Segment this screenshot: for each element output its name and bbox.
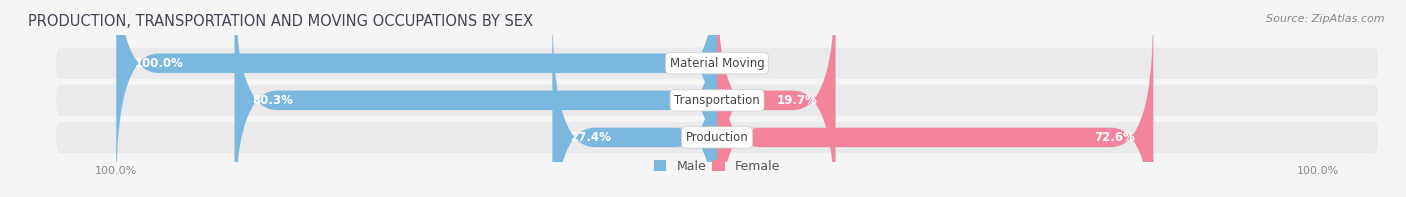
FancyBboxPatch shape [56,122,1378,153]
FancyBboxPatch shape [56,48,1378,79]
Legend: Male, Female: Male, Female [650,155,785,178]
Text: 27.4%: 27.4% [571,131,612,144]
FancyBboxPatch shape [235,0,717,197]
Text: 72.6%: 72.6% [1094,131,1135,144]
Text: Material Moving: Material Moving [669,57,765,70]
Text: Transportation: Transportation [675,94,759,107]
Text: Production: Production [686,131,748,144]
FancyBboxPatch shape [117,0,717,183]
FancyBboxPatch shape [235,0,835,197]
Text: PRODUCTION, TRANSPORTATION AND MOVING OCCUPATIONS BY SEX: PRODUCTION, TRANSPORTATION AND MOVING OC… [28,14,533,29]
Text: 80.3%: 80.3% [253,94,294,107]
FancyBboxPatch shape [717,17,1153,197]
FancyBboxPatch shape [117,0,717,183]
FancyBboxPatch shape [553,17,717,197]
FancyBboxPatch shape [717,0,835,197]
Text: 19.7%: 19.7% [776,94,817,107]
FancyBboxPatch shape [56,85,1378,116]
FancyBboxPatch shape [553,17,1153,197]
Text: 0.0%: 0.0% [730,57,759,70]
Text: Source: ZipAtlas.com: Source: ZipAtlas.com [1267,14,1385,24]
Text: 100.0%: 100.0% [135,57,183,70]
